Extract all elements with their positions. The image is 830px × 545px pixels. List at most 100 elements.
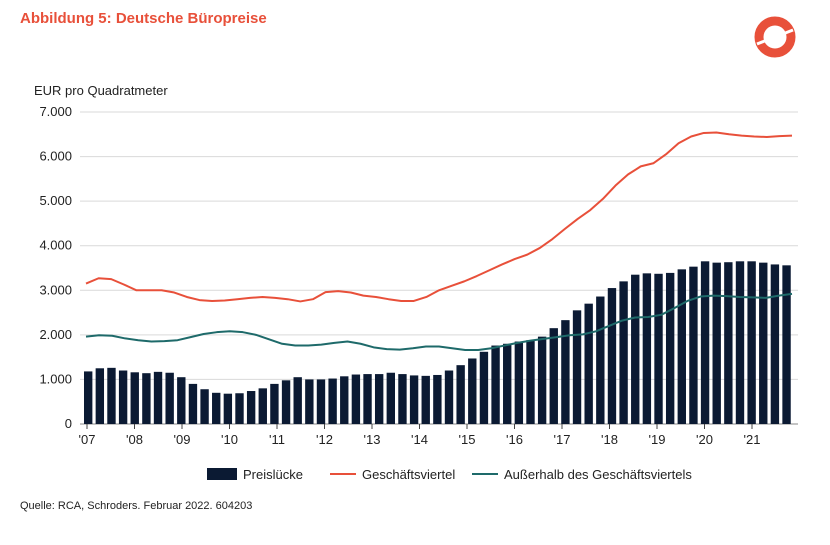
bar bbox=[631, 274, 640, 424]
legend: Preislücke Geschäftsviertel Außerhalb des … bbox=[207, 467, 692, 482]
bar bbox=[479, 351, 489, 424]
bar bbox=[212, 392, 221, 424]
bar bbox=[409, 375, 419, 424]
bar bbox=[596, 296, 605, 424]
legend-label: Geschäftsviertel bbox=[362, 467, 455, 482]
x-tick-label: '20 bbox=[696, 432, 713, 447]
bar bbox=[456, 365, 465, 424]
x-tick-label: '11 bbox=[269, 432, 285, 447]
x-tick-label: '17 bbox=[554, 432, 571, 447]
y-axis-label: EUR pro Quadratmeter bbox=[34, 83, 168, 98]
bar bbox=[619, 281, 628, 424]
bar bbox=[735, 261, 745, 424]
bar bbox=[246, 391, 256, 424]
bar bbox=[235, 393, 244, 424]
bar bbox=[514, 341, 524, 424]
x-tick-label: '12 bbox=[316, 432, 333, 447]
y-tick-label: 4.000 bbox=[39, 238, 72, 253]
bar bbox=[549, 328, 558, 424]
y-ticks: 0 1.000 2.000 3.000 4.000 5.000 6.000 7.000 bbox=[39, 104, 72, 431]
bar bbox=[258, 388, 267, 424]
chart-canvas: EUR pro Quadratmeter 0 1.000 2.000 3.000 4.0… bbox=[34, 83, 798, 482]
x-tick-label: '14 bbox=[411, 432, 428, 447]
bar bbox=[142, 373, 151, 424]
y-tick-label: 1.000 bbox=[39, 371, 72, 386]
bar bbox=[374, 374, 384, 424]
bar bbox=[188, 383, 198, 424]
bar bbox=[503, 343, 512, 424]
bar bbox=[177, 377, 186, 424]
bar bbox=[537, 336, 547, 424]
bar bbox=[118, 370, 128, 424]
bar bbox=[642, 273, 652, 424]
bar bbox=[281, 380, 291, 424]
legend-label: Preislücke bbox=[243, 467, 303, 482]
bar bbox=[724, 262, 733, 424]
bar bbox=[398, 374, 407, 424]
bar bbox=[700, 261, 710, 424]
y-tick-label: 2.000 bbox=[39, 327, 72, 342]
y-tick-label: 0 bbox=[65, 416, 72, 431]
bar bbox=[433, 374, 442, 424]
bar bbox=[200, 389, 209, 424]
bar bbox=[526, 340, 535, 424]
bar bbox=[130, 372, 139, 424]
bar bbox=[747, 261, 756, 424]
bar bbox=[328, 378, 337, 424]
bar bbox=[561, 320, 570, 424]
bar bbox=[340, 376, 349, 424]
x-tick-label: '08 bbox=[126, 432, 143, 447]
x-tick-label: '16 bbox=[506, 432, 523, 447]
bar bbox=[782, 265, 791, 424]
chart-title: Abbildung 5: Deutsche Büropreise bbox=[20, 10, 267, 27]
bar bbox=[689, 266, 698, 424]
x-tick-label: '19 bbox=[649, 432, 666, 447]
source-note: Quelle: RCA, Schroders. Februar 2022. 60… bbox=[20, 500, 253, 512]
logo-icon bbox=[754, 16, 796, 58]
bar bbox=[84, 371, 93, 424]
x-tick-label: '18 bbox=[601, 432, 618, 447]
x-tick-label: '21 bbox=[744, 432, 761, 447]
bar bbox=[607, 288, 617, 424]
bar bbox=[95, 368, 105, 424]
x-ticks: '07 '08 '09 '10 '11 '12 '13 '14 '15 '16 '17 '18 '19 '… bbox=[79, 424, 761, 447]
bar bbox=[444, 370, 454, 424]
legend-label: Außerhalb des Geschäftsviertels bbox=[504, 467, 692, 482]
line-series bbox=[85, 131, 793, 352]
bar bbox=[665, 272, 675, 424]
y-tick-label: 3.000 bbox=[39, 282, 72, 297]
bar bbox=[759, 262, 768, 424]
bar bbox=[770, 264, 780, 424]
bar bbox=[468, 358, 477, 424]
bar bbox=[491, 345, 500, 424]
x-tick-label: '07 bbox=[79, 432, 96, 447]
bar-series bbox=[84, 261, 791, 424]
bar bbox=[677, 269, 686, 424]
bar bbox=[107, 367, 116, 424]
bar bbox=[293, 377, 302, 424]
series-line bbox=[85, 292, 793, 352]
y-tick-label: 7.000 bbox=[39, 104, 72, 119]
bar bbox=[316, 379, 326, 424]
bar bbox=[421, 375, 430, 424]
y-tick-label: 5.000 bbox=[39, 193, 72, 208]
bar bbox=[270, 383, 279, 424]
bar bbox=[305, 379, 314, 424]
bar bbox=[712, 262, 721, 424]
bar bbox=[654, 273, 663, 424]
x-tick-label: '13 bbox=[364, 432, 381, 447]
bar bbox=[572, 310, 582, 424]
bar bbox=[351, 374, 361, 424]
bar bbox=[584, 303, 593, 424]
series-line bbox=[85, 131, 793, 303]
bar bbox=[363, 374, 372, 424]
legend-swatch bbox=[207, 468, 237, 480]
x-tick-label: '09 bbox=[174, 432, 191, 447]
bar bbox=[153, 371, 163, 424]
y-tick-label: 6.000 bbox=[39, 149, 72, 164]
bar bbox=[386, 372, 395, 424]
x-tick-label: '15 bbox=[459, 432, 476, 447]
bar bbox=[165, 372, 174, 424]
x-tick-label: '10 bbox=[221, 432, 238, 447]
bar bbox=[223, 393, 233, 424]
